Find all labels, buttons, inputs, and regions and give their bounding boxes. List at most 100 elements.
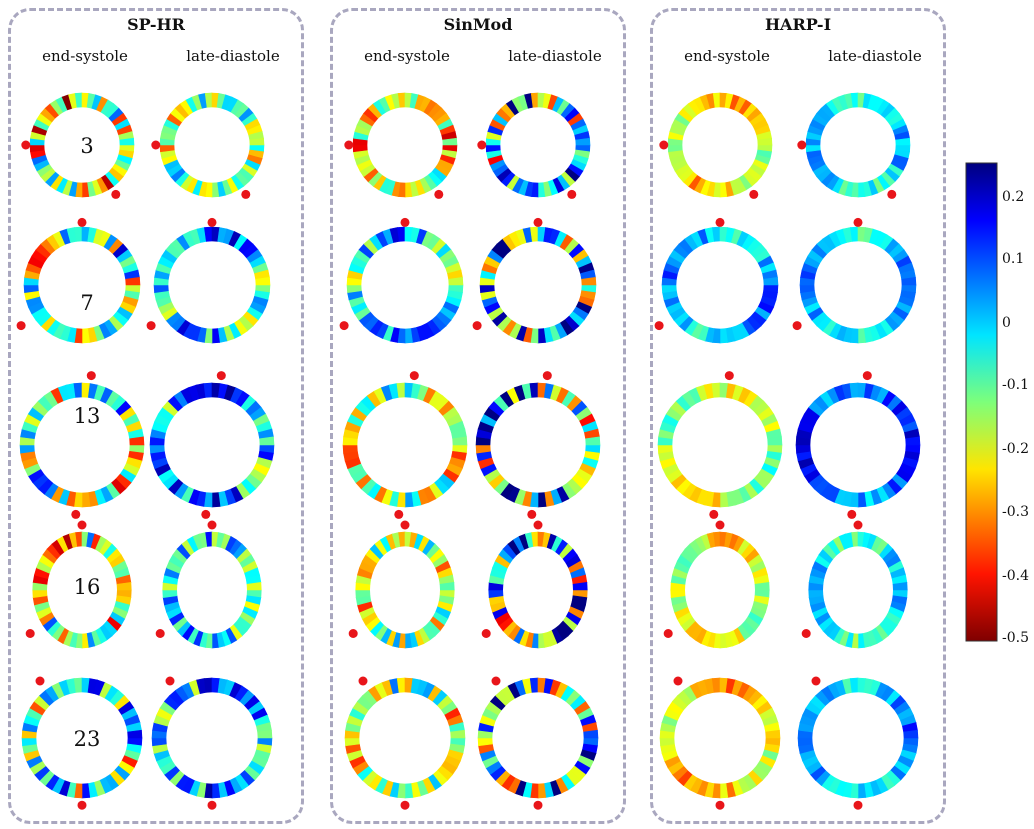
ring-segment <box>581 277 597 286</box>
colorbar-tick: 0 <box>1002 315 1011 331</box>
panel-sp-hr: SP-HR end-systole late-diastole <box>8 8 304 824</box>
column-header: late-diastole <box>828 47 922 65</box>
landmark-marker <box>339 321 349 331</box>
landmark-marker <box>394 509 404 519</box>
slice-label: 3 <box>80 134 94 158</box>
panel-title: HARP-I <box>764 15 832 34</box>
landmark-marker <box>86 371 96 381</box>
colorbar-tick: -0.2 <box>1002 441 1029 457</box>
ring-segment <box>257 729 273 739</box>
panel-title: SinMod <box>443 15 513 34</box>
landmark-marker <box>792 321 802 331</box>
colorbar-tick: 0.2 <box>1002 189 1025 205</box>
landmark-marker <box>155 629 165 638</box>
ring-segment <box>450 729 466 739</box>
landmark-marker <box>481 629 491 638</box>
ring-segment <box>249 137 265 146</box>
panel-sinmod: SinMod end-systole late-diastole <box>330 8 626 824</box>
landmark-marker <box>400 800 410 810</box>
landmark-marker <box>77 520 87 530</box>
landmark-marker <box>151 140 161 150</box>
landmark-marker <box>673 676 683 686</box>
ring-segment <box>585 436 601 446</box>
ring-segment <box>119 137 135 146</box>
landmark-marker <box>216 371 226 381</box>
landmark-marker <box>241 189 251 199</box>
column-header: late-diastole <box>508 47 602 65</box>
ring-segment <box>246 582 262 591</box>
slice-label: 23 <box>73 727 101 751</box>
ring-segment <box>575 137 591 146</box>
colorbar-tick: -0.4 <box>1002 568 1029 584</box>
colorbar-tick: -0.3 <box>1002 504 1029 520</box>
landmark-marker <box>207 520 217 530</box>
ring-segment <box>583 729 599 739</box>
landmark-marker <box>146 321 156 331</box>
ring-segment <box>127 729 143 739</box>
landmark-marker <box>77 217 87 227</box>
landmark-marker <box>25 629 35 638</box>
ring-segment <box>129 436 145 446</box>
slice-label: 16 <box>73 575 101 599</box>
landmark-marker <box>358 676 368 686</box>
column-header: end-systole <box>42 47 128 65</box>
landmark-marker <box>811 676 821 686</box>
landmark-marker <box>344 140 354 150</box>
ring-segment <box>125 277 141 286</box>
column-header: end-systole <box>364 47 450 65</box>
landmark-marker <box>111 189 121 199</box>
colorbar-tick: -0.5 <box>1002 630 1029 646</box>
ring-segment <box>905 436 921 446</box>
landmark-marker <box>797 140 807 150</box>
landmark-marker <box>715 800 725 810</box>
landmark-marker <box>801 629 811 638</box>
ring-segment <box>901 277 917 286</box>
ring-segment <box>259 436 275 446</box>
ring-segment <box>448 277 464 286</box>
ring-segment <box>763 277 779 286</box>
landmark-marker <box>71 509 81 519</box>
ring-segment <box>116 582 132 591</box>
ring-segment <box>572 582 588 591</box>
ring-segment <box>895 137 911 146</box>
landmark-marker <box>348 629 358 638</box>
ring-segment <box>765 729 781 739</box>
ring-segment <box>442 137 458 146</box>
landmark-marker <box>724 371 734 381</box>
landmark-marker <box>887 189 897 199</box>
landmark-marker <box>663 629 673 638</box>
ring-segment <box>903 729 919 739</box>
landmark-marker <box>862 371 872 381</box>
ring-segment <box>452 436 468 446</box>
landmark-marker <box>847 509 857 519</box>
landmark-marker <box>35 676 45 686</box>
landmark-marker <box>715 217 725 227</box>
colorbar-tick: -0.1 <box>1002 377 1029 393</box>
landmark-marker <box>654 321 664 331</box>
column-header: late-diastole <box>186 47 280 65</box>
panel-title: SP-HR <box>127 15 185 34</box>
landmark-marker <box>77 800 87 810</box>
slice-label: 13 <box>73 404 101 428</box>
landmark-marker <box>659 140 669 150</box>
landmark-marker <box>853 520 863 530</box>
panel-harp-i: HARP-I end-systole late-diastole <box>650 8 946 824</box>
landmark-marker <box>201 509 211 519</box>
landmark-marker <box>21 140 31 150</box>
landmark-marker <box>567 189 577 199</box>
landmark-marker <box>477 140 487 150</box>
landmark-marker <box>472 321 482 331</box>
landmark-marker <box>491 676 501 686</box>
landmark-marker <box>400 520 410 530</box>
landmark-marker <box>207 800 217 810</box>
ring-segment <box>892 582 908 591</box>
ring-segment <box>754 582 770 591</box>
colorbar-tick: 0.1 <box>1002 251 1025 267</box>
landmark-marker <box>527 509 537 519</box>
ring-segment <box>767 436 783 446</box>
ring-segment <box>255 277 271 286</box>
landmark-marker <box>409 371 419 381</box>
landmark-marker <box>165 676 175 686</box>
landmark-marker <box>715 520 725 530</box>
